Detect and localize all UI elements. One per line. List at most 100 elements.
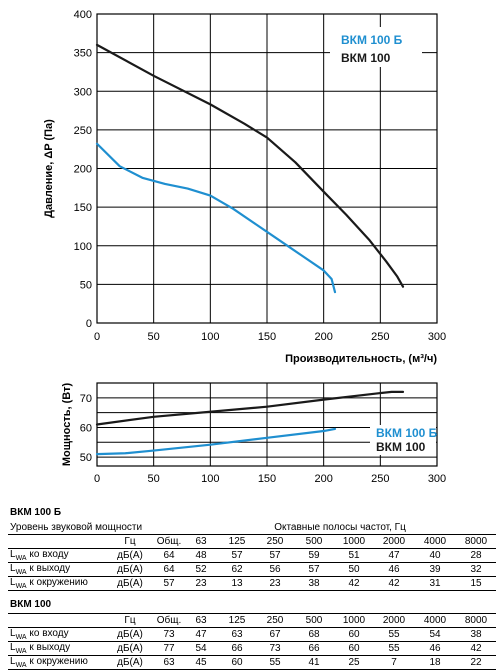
y-axis-label: Давление, ΔP (Па) (43, 119, 55, 218)
unit-cell: дБ(А) (106, 655, 154, 670)
value-cell: 63 (218, 627, 256, 642)
unit-cell: дБ(А) (106, 641, 154, 656)
y-tick-label: 300 (74, 86, 92, 98)
legend-entry: ВКМ 100 Б (341, 33, 403, 47)
freq-cell: 500 (294, 534, 334, 549)
freq-cell: 4000 (414, 534, 456, 549)
unit-cell: дБ(А) (106, 627, 154, 642)
freq-cell: 125 (218, 613, 256, 628)
freq-cell: 8000 (456, 534, 497, 549)
value-cell: 54 (184, 641, 218, 656)
value-cell: 64 (154, 562, 184, 577)
value-cell: 57 (256, 548, 294, 563)
x-tick-label: 0 (94, 473, 100, 485)
row-label: LWA ко входу (8, 548, 106, 563)
x-tick-label: 250 (371, 331, 389, 343)
header-left: Уровень звуковой мощности (10, 522, 143, 533)
value-cell: 42 (456, 641, 496, 656)
table-row: LWA к выходу дБ(А) 64 52 62 56 57 50 46 39 32 (8, 562, 497, 577)
series-line-0 (95, 142, 337, 294)
value-cell: 55 (374, 641, 414, 656)
x-tick-label: 250 (371, 473, 389, 485)
sound-power-tables: ВКМ 100 Б Уровень звуковой мощности Октавн… (8, 507, 497, 670)
value-cell: 47 (184, 627, 218, 642)
table-row: LWA ко входу дБ(А) 73 47 63 67 68 60 55 54 38 (8, 627, 496, 642)
freq-cell: 63 (184, 613, 218, 628)
x-tick-label: 50 (148, 331, 160, 343)
series-line-1 (95, 43, 405, 288)
x-tick-label: 100 (201, 473, 219, 485)
x-tick-label: 50 (148, 473, 160, 485)
value-cell: 42 (334, 576, 374, 591)
value-cell: 28 (456, 548, 497, 563)
freq-cell: Общ. (154, 613, 184, 628)
value-cell: 66 (218, 641, 256, 656)
freq-cell: 250 (256, 534, 294, 549)
table-row: LWA к окружению дБ(А) 63 45 60 55 41 25 7 18 22 (8, 655, 496, 670)
row-label: LWA к выходу (8, 562, 106, 577)
legend-entry: ВКМ 100 (376, 440, 426, 454)
freq-cell: 63 (184, 534, 218, 549)
x-tick-label: 300 (428, 473, 446, 485)
value-cell: 60 (218, 655, 256, 670)
row-label: LWA к выходу (8, 641, 106, 656)
value-cell: 56 (256, 562, 294, 577)
value-cell: 39 (414, 562, 456, 577)
value-cell: 47 (374, 548, 414, 563)
y-tick-label: 350 (74, 48, 92, 60)
value-cell: 60 (334, 627, 374, 642)
freq-cell: 125 (218, 534, 256, 549)
value-cell: 38 (456, 627, 496, 642)
value-cell: 48 (184, 548, 218, 563)
x-tick-label: 150 (258, 473, 276, 485)
value-cell: 57 (218, 548, 256, 563)
freq-cell: 8000 (456, 613, 496, 628)
y-tick-label: 70 (80, 393, 92, 405)
series-line-1 (95, 390, 405, 426)
value-cell: 62 (218, 562, 256, 577)
x-tick-label: 200 (314, 473, 332, 485)
value-cell: 55 (256, 655, 294, 670)
value-cell: 52 (184, 562, 218, 577)
value-cell: 25 (334, 655, 374, 670)
row-label: LWA к окружению (8, 655, 106, 670)
table-row: LWA к выходу дБ(А) 77 54 66 73 66 60 55 46 42 (8, 641, 496, 656)
value-cell: 64 (154, 548, 184, 563)
x-tick-label: 200 (314, 331, 332, 343)
value-cell: 77 (154, 641, 184, 656)
value-cell: 13 (218, 576, 256, 591)
value-cell: 15 (456, 576, 497, 591)
y-tick-label: 100 (74, 241, 92, 253)
row-label: LWA к окружению (8, 576, 106, 591)
value-cell: 46 (374, 562, 414, 577)
value-cell: 22 (456, 655, 496, 670)
sound-table: Гц Общ. 63 125 250 500 1000 2000 4000 8000 LWA ко … (8, 613, 496, 670)
value-cell: 31 (414, 576, 456, 591)
value-cell: 57 (154, 576, 184, 591)
value-cell: 73 (256, 641, 294, 656)
y-tick-label: 50 (80, 279, 92, 291)
freq-cell: 250 (256, 613, 294, 628)
y-tick-label: 400 (74, 9, 92, 21)
y-tick-label: 150 (74, 202, 92, 214)
value-cell: 54 (414, 627, 456, 642)
value-cell: 46 (414, 641, 456, 656)
freq-cell: Гц (106, 534, 154, 549)
value-cell: 18 (414, 655, 456, 670)
table-title: ВКМ 100 Б (10, 507, 62, 518)
table-row: LWA ко входу дБ(А) 64 48 57 57 59 51 47 40 28 (8, 548, 497, 563)
header-right: Октавные полосы частот, Гц (274, 522, 406, 533)
x-tick-label: 300 (428, 331, 446, 343)
y-tick-label: 250 (74, 125, 92, 137)
value-cell: 23 (184, 576, 218, 591)
x-tick-label: 150 (258, 331, 276, 343)
value-cell: 60 (334, 641, 374, 656)
x-tick-label: 100 (201, 331, 219, 343)
value-cell: 23 (256, 576, 294, 591)
y-axis-label: Мощность, (Вт) (61, 383, 73, 467)
legend-box (330, 27, 422, 67)
value-cell: 63 (154, 655, 184, 670)
value-cell: 50 (334, 562, 374, 577)
value-cell: 7 (374, 655, 414, 670)
value-cell: 66 (294, 641, 334, 656)
